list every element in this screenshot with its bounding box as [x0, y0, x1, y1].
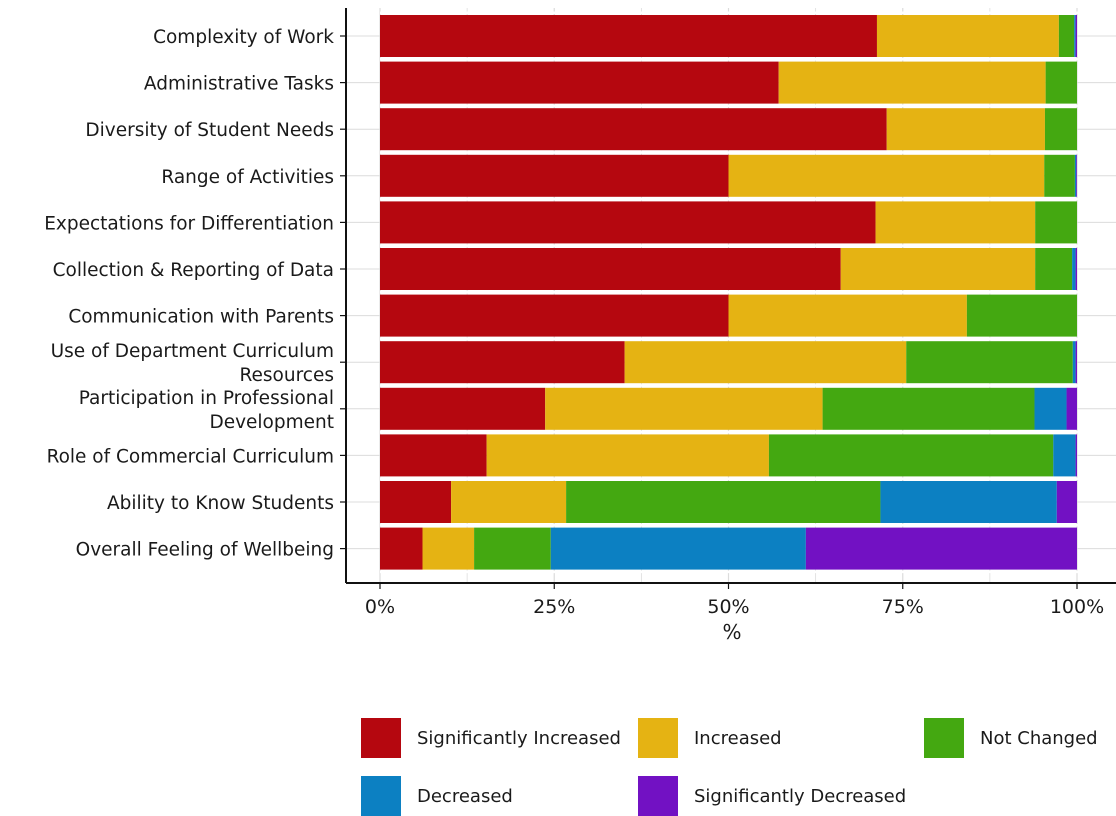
- bar-segment: [380, 527, 423, 570]
- bar-segment: [380, 108, 887, 151]
- bar-segment: [1034, 387, 1067, 430]
- category-label: Administrative Tasks: [144, 74, 334, 95]
- category-labels: Complexity of Work Administrative Tasks Di…: [44, 27, 334, 561]
- bar-segment: [422, 527, 475, 570]
- bar-segment: [886, 108, 1045, 151]
- category-label: Range of Activities: [161, 167, 334, 188]
- category-label: Expectations for Differentiation: [44, 213, 334, 234]
- category-label: Complexity of Work: [153, 27, 334, 48]
- bar-segment: [451, 481, 567, 523]
- bar-segment: [566, 481, 881, 523]
- x-tick-label: 75%: [882, 596, 924, 618]
- category-label: Participation in Professional Development: [79, 388, 334, 433]
- axes: [340, 8, 1116, 589]
- category-label: Role of Commercial Curriculum: [47, 446, 334, 467]
- bar-segment: [876, 15, 1059, 57]
- bar-segment: [805, 527, 1077, 570]
- bar-segment: [1035, 248, 1073, 290]
- category-label: Overall Feeling of Wellbeing: [76, 540, 334, 561]
- bar-segment: [1075, 15, 1077, 57]
- bar-segment: [380, 294, 729, 337]
- bar-segment: [768, 434, 1054, 477]
- bar-segment: [380, 154, 729, 197]
- bar-segment: [486, 434, 769, 477]
- bar-segment: [1044, 154, 1075, 197]
- bar-segment: [380, 61, 779, 104]
- bar-segment: [728, 154, 1045, 197]
- category-label: Communication with Parents: [68, 307, 334, 328]
- bar-segment: [906, 341, 1073, 384]
- bar-segment: [840, 248, 1036, 290]
- bar-segment: [1035, 201, 1077, 244]
- bar-segment: [1075, 248, 1077, 290]
- bar-segment: [550, 527, 806, 570]
- bar-segment: [1075, 434, 1077, 477]
- bar-segment: [624, 341, 907, 384]
- bar-segment: [545, 387, 823, 430]
- bar-segment: [1066, 387, 1077, 430]
- category-label: Diversity of Student Needs: [85, 120, 334, 141]
- x-tick-label: 25%: [533, 596, 575, 618]
- x-tick-label: 50%: [707, 596, 749, 618]
- bar-separators: [380, 11, 1078, 574]
- bar-segment: [1058, 15, 1075, 57]
- bar-segment: [778, 61, 1046, 104]
- bar-segment: [1075, 341, 1077, 384]
- x-axis-title: %: [722, 620, 741, 644]
- category-label: Collection & Reporting of Data: [53, 260, 334, 281]
- bar-segment: [1045, 61, 1077, 104]
- bar-segment: [1056, 481, 1077, 523]
- bars: [380, 15, 1077, 570]
- bar-segment: [380, 201, 876, 244]
- bar-segment: [474, 527, 551, 570]
- category-label: Use of Department Curriculum Resources: [51, 341, 334, 386]
- bar-segment: [1074, 15, 1076, 57]
- bar-segment: [875, 201, 1036, 244]
- bar-segment: [1072, 341, 1076, 384]
- x-tick-label: 0%: [365, 596, 395, 618]
- bar-segment: [380, 15, 877, 57]
- x-tick-label: 100%: [1050, 596, 1104, 618]
- bar-segment: [880, 481, 1057, 523]
- bar-segment: [380, 248, 841, 290]
- x-tick-labels: 0% 25% 50% 75% 100%: [365, 596, 1104, 618]
- bar-segment: [380, 481, 452, 523]
- category-label: Ability to Know Students: [107, 493, 334, 514]
- bar-segment: [380, 341, 625, 384]
- bar-segment: [1076, 154, 1077, 197]
- bar-segment: [380, 434, 487, 477]
- bar-segment: [1044, 108, 1077, 151]
- bar-segment: [1072, 248, 1076, 290]
- bar-segment: [1053, 434, 1076, 477]
- bar-segment: [728, 294, 967, 337]
- bar-segment: [966, 294, 1077, 337]
- bar-segment: [1074, 154, 1077, 197]
- bar-segment: [822, 387, 1035, 430]
- bar-segment: [380, 387, 546, 430]
